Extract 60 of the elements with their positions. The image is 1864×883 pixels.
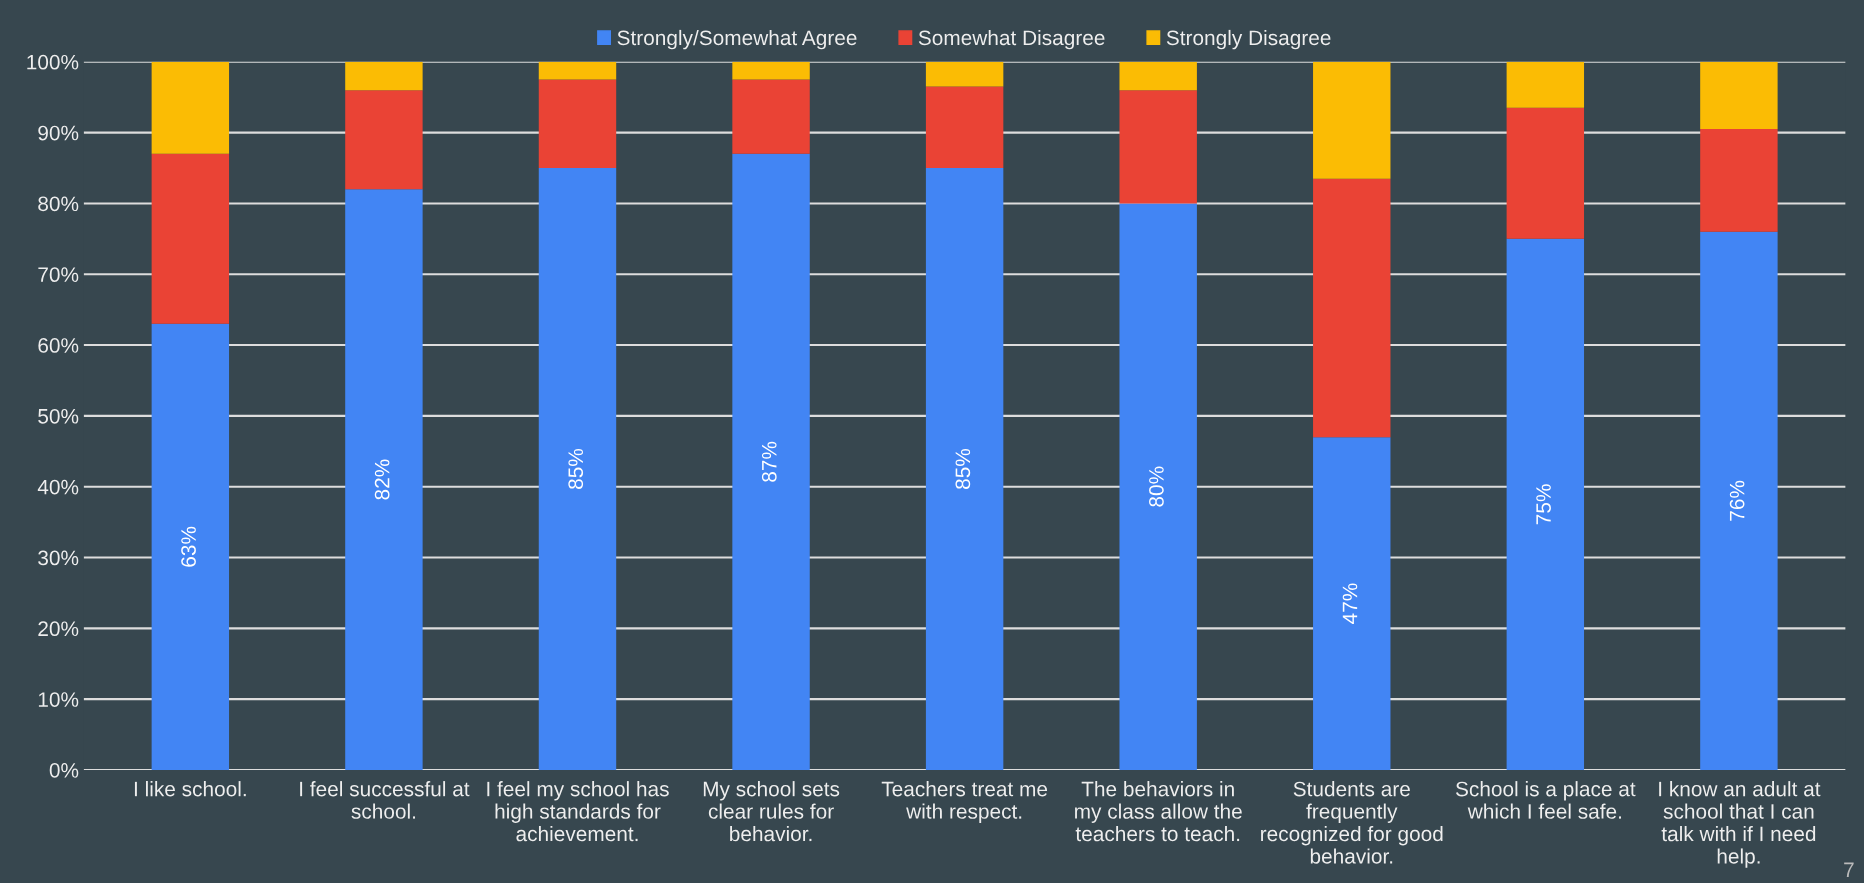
- data-label: 80%: [1149, 466, 1164, 507]
- bar: [925, 61, 1004, 87]
- legend-label: Strongly/Somewhat Agree: [617, 29, 857, 50]
- y-tick-label: 80%: [38, 196, 79, 212]
- bar: [345, 90, 423, 190]
- text: 7: [1844, 862, 1854, 877]
- bar: [151, 323, 230, 770]
- bar: [732, 79, 810, 154]
- bar: [925, 168, 1004, 770]
- x-tick-label: My school sets clear rules for behavior.: [703, 781, 840, 842]
- x-tick-label: I feel successful at school.: [300, 781, 470, 819]
- bar: [925, 86, 1004, 169]
- bar: [1313, 61, 1391, 179]
- x-tick-label: I like school.: [134, 781, 246, 797]
- data-label: 82%: [374, 459, 390, 500]
- y-tick-label: 50%: [38, 408, 79, 424]
- y-tick-label: 40%: [37, 479, 79, 495]
- x-tick-label: Teachers treat me with respect.: [881, 781, 1048, 823]
- bar: [345, 61, 423, 91]
- bar: [1506, 61, 1585, 108]
- bar: [1506, 238, 1585, 770]
- bar: [538, 61, 617, 80]
- bar: [1313, 178, 1391, 438]
- y-tick-label: 10%: [38, 692, 79, 707]
- data-label: 85%: [568, 448, 584, 489]
- bar: [345, 189, 423, 770]
- y-tick-label: 30%: [38, 550, 79, 566]
- data-label: 85%: [955, 448, 971, 489]
- data-label: 87%: [761, 441, 777, 482]
- y-tick-label: 20%: [38, 621, 79, 637]
- bar: [1119, 90, 1197, 204]
- x-tick-label: I know an adult at school that I can talk with if I need help.: [1659, 781, 1821, 868]
- bar: [1119, 61, 1197, 91]
- bar: [538, 79, 617, 169]
- bar: [151, 61, 230, 154]
- bar: [1313, 437, 1391, 770]
- bar: [732, 153, 810, 770]
- data-label: 63%: [181, 526, 196, 567]
- bar: [1119, 203, 1197, 770]
- data-label: 47%: [1342, 583, 1358, 624]
- y-tick-label: 0%: [49, 762, 79, 778]
- y-tick-label: 60%: [38, 338, 79, 353]
- x-tick-label: I feel my school has high standards for achievement.: [487, 781, 669, 842]
- legend-label: Somewhat Disagree: [918, 29, 1105, 50]
- x-tick-label: Students are frequently recognized for good behavior.: [1261, 781, 1443, 864]
- data-label: 76%: [1729, 480, 1745, 521]
- x-tick-label: School is a place at which I feel safe.: [1455, 781, 1636, 819]
- x-tick-label: The behaviors in my class allow the teachers to teach.: [1075, 781, 1242, 842]
- bar: [1700, 61, 1778, 130]
- data-label: 75%: [1536, 484, 1551, 525]
- bar: [1506, 107, 1585, 239]
- bar: [538, 168, 617, 770]
- y-tick-label: 70%: [38, 267, 79, 283]
- y-tick-label: 90%: [38, 125, 79, 141]
- bar: [1700, 129, 1778, 232]
- bar: [1700, 231, 1778, 770]
- legend-label: Strongly Disagree: [1166, 29, 1331, 50]
- bar: [732, 61, 810, 80]
- bar: [151, 153, 230, 324]
- y-tick-label: 100%: [27, 54, 79, 70]
